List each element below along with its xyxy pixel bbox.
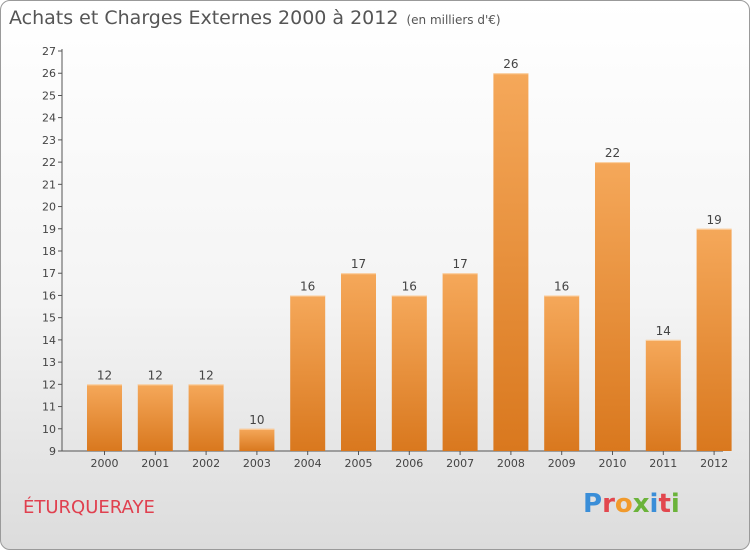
x-tick-label: 2008 bbox=[497, 457, 525, 470]
y-tick-label: 25 bbox=[42, 89, 56, 102]
data-label: 12 bbox=[97, 368, 112, 382]
bar-2004 bbox=[290, 295, 326, 451]
bar-2008 bbox=[493, 73, 529, 451]
y-tick-label: 24 bbox=[42, 112, 56, 125]
bar-2001 bbox=[137, 384, 173, 451]
y-tick-label: 16 bbox=[42, 289, 56, 302]
y-tick-label: 22 bbox=[42, 156, 56, 169]
chart-bars bbox=[87, 73, 732, 451]
x-tick-label: 2001 bbox=[141, 457, 169, 470]
x-tick-label: 2000 bbox=[91, 457, 119, 470]
data-label: 16 bbox=[554, 279, 569, 293]
data-label: 17 bbox=[452, 257, 467, 271]
data-label: 19 bbox=[706, 213, 721, 227]
data-label: 14 bbox=[656, 324, 671, 338]
x-tick-label: 2012 bbox=[700, 457, 728, 470]
y-tick-label: 9 bbox=[49, 445, 56, 458]
y-tick-label: 26 bbox=[42, 67, 56, 80]
bar-2006 bbox=[391, 295, 427, 451]
y-tick-label: 27 bbox=[42, 45, 56, 58]
y-tick-label: 18 bbox=[42, 245, 56, 258]
chart-unit-note: (en milliers d'€) bbox=[406, 13, 501, 27]
bar-2007 bbox=[442, 273, 478, 451]
y-tick-label: 20 bbox=[42, 201, 56, 214]
logo-letter: i bbox=[670, 489, 680, 519]
y-tick-label: 15 bbox=[42, 312, 56, 325]
data-label: 16 bbox=[300, 279, 315, 293]
y-tick-label: 19 bbox=[42, 223, 56, 236]
y-tick-label: 13 bbox=[42, 356, 56, 369]
y-tick-label: 17 bbox=[42, 267, 56, 280]
bar-2011 bbox=[645, 339, 681, 451]
x-tick-label: 2006 bbox=[395, 457, 423, 470]
bar-2010 bbox=[595, 162, 630, 451]
x-tick-label: 2002 bbox=[192, 457, 220, 470]
y-tick-label: 12 bbox=[42, 378, 56, 391]
x-tick-label: 2007 bbox=[446, 457, 474, 470]
proxiti-logo[interactable]: Proxiti bbox=[583, 489, 680, 519]
data-label: 12 bbox=[148, 368, 163, 382]
data-label: 10 bbox=[249, 413, 264, 427]
bar-2002 bbox=[188, 384, 224, 451]
x-tick-label: 2011 bbox=[649, 457, 677, 470]
x-tick-label: 2009 bbox=[548, 457, 576, 470]
logo-letter: P bbox=[583, 489, 603, 519]
data-label: 26 bbox=[503, 57, 518, 71]
x-tick-label: 2005 bbox=[345, 457, 373, 470]
x-tick-label: 2010 bbox=[599, 457, 627, 470]
bar-2012 bbox=[696, 228, 732, 451]
commune-name: ÉTURQUERAYE bbox=[23, 497, 155, 518]
data-label: 12 bbox=[198, 368, 213, 382]
bar-2000 bbox=[87, 384, 122, 451]
y-tick-label: 21 bbox=[42, 178, 56, 191]
logo-letter: t bbox=[658, 489, 671, 519]
y-tick-label: 23 bbox=[42, 134, 56, 147]
chart-labels: 12 2000 12 2001 12 2002 10 2003 16 2004 17 2005 16 20… bbox=[91, 57, 729, 470]
x-tick-label: 2003 bbox=[243, 457, 271, 470]
data-label: 16 bbox=[402, 279, 417, 293]
data-label: 17 bbox=[351, 257, 366, 271]
y-tick-label: 10 bbox=[42, 423, 56, 436]
x-tick-label: 2004 bbox=[294, 457, 322, 470]
chart-title: Achats et Charges Externes 2000 à 2012 bbox=[9, 7, 399, 29]
y-tick-label: 14 bbox=[42, 334, 56, 347]
bar-2009 bbox=[544, 295, 580, 451]
logo-letter: r bbox=[602, 489, 615, 519]
y-tick-label: 11 bbox=[42, 401, 56, 414]
logo-letter: x bbox=[632, 489, 650, 519]
logo-letter: i bbox=[649, 489, 659, 519]
bar-2003 bbox=[239, 428, 275, 451]
logo-letter: o bbox=[614, 489, 633, 519]
bar-2005 bbox=[341, 273, 376, 451]
chart-title-block: Achats et Charges Externes 2000 à 2012 (e… bbox=[9, 7, 501, 29]
data-label: 22 bbox=[605, 146, 620, 160]
